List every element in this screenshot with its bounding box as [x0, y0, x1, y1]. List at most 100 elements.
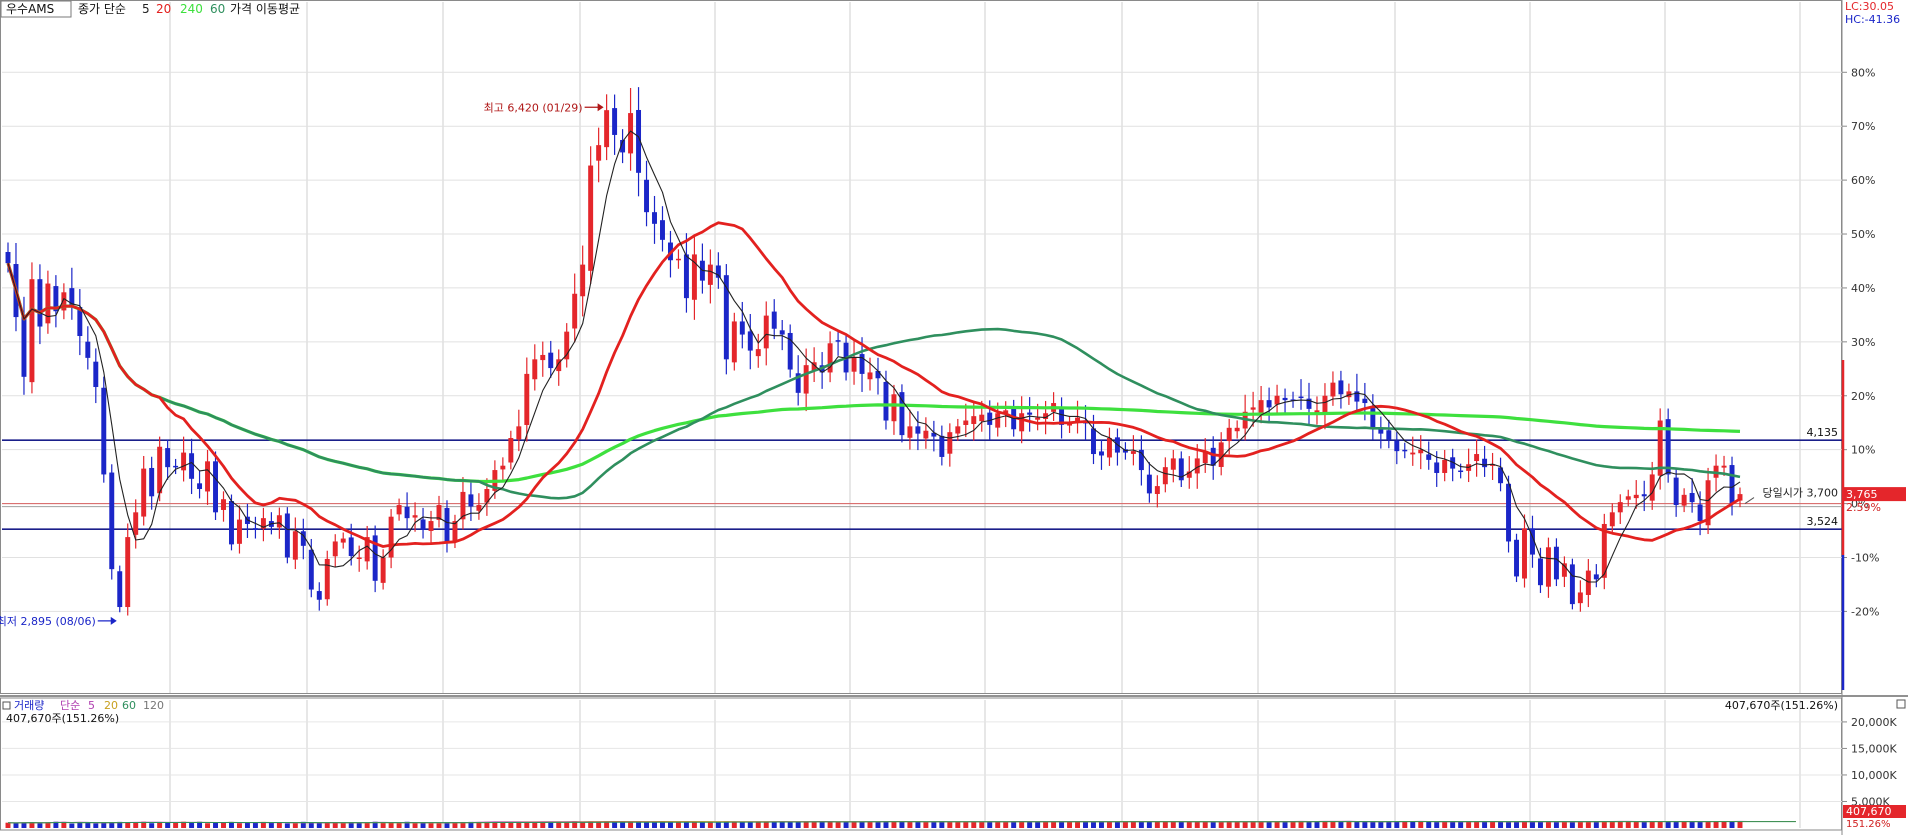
volume-bar[interactable] — [1051, 821, 1057, 828]
candle-body[interactable] — [21, 314, 27, 377]
candle-body[interactable] — [636, 109, 642, 173]
candle-body[interactable] — [1697, 504, 1703, 522]
candle-body[interactable] — [229, 501, 234, 545]
volume-bar[interactable] — [45, 822, 51, 828]
volume-bar[interactable] — [1298, 821, 1304, 828]
candle-body[interactable] — [1346, 391, 1352, 398]
candle-body[interactable] — [564, 331, 570, 360]
volume-bar[interactable] — [612, 821, 618, 828]
volume-bar[interactable] — [436, 823, 442, 828]
candle-body[interactable] — [899, 392, 905, 436]
candle-body[interactable] — [1067, 423, 1073, 426]
volume-bar[interactable] — [1378, 821, 1384, 828]
volume-bar[interactable] — [1681, 821, 1687, 828]
volume-bar[interactable] — [77, 822, 83, 828]
volume-bar[interactable] — [683, 821, 689, 828]
candle-body[interactable] — [1338, 380, 1344, 395]
volume-bar[interactable] — [915, 822, 921, 828]
candle-body[interactable] — [851, 357, 857, 372]
candle-body[interactable] — [1099, 451, 1104, 456]
candle-body[interactable] — [1474, 454, 1480, 462]
candle-body[interactable] — [117, 571, 123, 608]
volume-bar[interactable] — [1003, 822, 1009, 828]
candle-body[interactable] — [979, 414, 985, 422]
candle-body[interactable] — [795, 373, 801, 393]
candle-body[interactable] — [1194, 458, 1200, 474]
volume-bar[interactable] — [300, 821, 306, 828]
candle-body[interactable] — [1330, 382, 1336, 397]
volume-bar[interactable] — [149, 823, 155, 828]
volume-bar[interactable] — [1290, 821, 1296, 828]
candle-body[interactable] — [1059, 406, 1065, 425]
candle-body[interactable] — [1226, 427, 1232, 442]
candle-body[interactable] — [931, 432, 937, 437]
volume-bar[interactable] — [1609, 821, 1615, 828]
candle-body[interactable] — [540, 354, 546, 361]
volume-bar[interactable] — [1474, 821, 1480, 828]
volume-bar[interactable] — [1585, 821, 1591, 828]
volume-bar[interactable] — [404, 821, 410, 828]
volume-bar[interactable] — [332, 822, 338, 828]
candle-body[interactable] — [1378, 428, 1384, 434]
volume-bar[interactable] — [636, 821, 642, 828]
ma-period-label[interactable]: 240 — [180, 2, 203, 16]
volume-bar[interactable] — [1450, 821, 1456, 828]
candle-body[interactable] — [444, 508, 450, 542]
candle-body[interactable] — [205, 461, 211, 492]
volume-bar[interactable] — [1035, 821, 1041, 828]
volume-bar[interactable] — [1226, 821, 1232, 828]
candle-body[interactable] — [691, 254, 697, 300]
volume-bar[interactable] — [755, 821, 761, 828]
candle-body[interactable] — [955, 426, 961, 434]
volume-bar[interactable] — [1019, 821, 1025, 828]
volume-bar[interactable] — [572, 821, 578, 828]
volume-bar[interactable] — [165, 822, 171, 828]
volume-bar[interactable] — [556, 821, 562, 828]
candle-body[interactable] — [1154, 486, 1160, 494]
volume-bar[interactable] — [1394, 821, 1400, 828]
candle-body[interactable] — [1106, 438, 1112, 458]
candle-body[interactable] — [1234, 427, 1240, 432]
volume-bar[interactable] — [1202, 821, 1208, 828]
stock-name[interactable]: 우수AMS — [6, 2, 54, 16]
volume-bar[interactable] — [883, 821, 889, 828]
candle-body[interactable] — [157, 446, 163, 494]
candle-body[interactable] — [452, 521, 458, 543]
candle-body[interactable] — [1019, 413, 1025, 432]
candle-body[interactable] — [907, 426, 913, 438]
volume-bar[interactable] — [899, 821, 905, 828]
candle-body[interactable] — [1394, 440, 1400, 452]
candle-body[interactable] — [45, 283, 51, 324]
volume-bar[interactable] — [364, 822, 370, 828]
candle-body[interactable] — [412, 515, 418, 518]
candle-body[interactable] — [181, 452, 187, 471]
candle-body[interactable] — [1266, 400, 1272, 408]
volume-bar[interactable] — [252, 822, 258, 828]
volume-bar[interactable] — [923, 821, 929, 828]
volume-bar[interactable] — [1258, 821, 1264, 828]
volume-bar[interactable] — [340, 822, 346, 828]
candle-body[interactable] — [1665, 419, 1671, 475]
volume-bar[interactable] — [468, 821, 474, 828]
candle-body[interactable] — [460, 491, 466, 520]
candle-body[interactable] — [1442, 459, 1448, 473]
volume-bar[interactable] — [667, 821, 673, 828]
volume-bar[interactable] — [1067, 821, 1073, 828]
candle-body[interactable] — [963, 420, 969, 425]
candle-body[interactable] — [891, 394, 897, 422]
volume-bar[interactable] — [1322, 821, 1328, 828]
candle-body[interactable] — [1673, 477, 1679, 506]
volume-bar[interactable] — [819, 821, 825, 828]
volume-bar[interactable] — [292, 823, 298, 828]
candle-body[interactable] — [675, 258, 681, 261]
candle-body[interactable] — [723, 275, 729, 360]
candle-body[interactable] — [1178, 458, 1184, 481]
volume-bar[interactable] — [1689, 821, 1695, 828]
volume-bar[interactable] — [1410, 821, 1416, 828]
volume-bar[interactable] — [1146, 821, 1152, 828]
volume-bar[interactable] — [1522, 821, 1527, 828]
volume-bar[interactable] — [93, 823, 99, 828]
volume-bar[interactable] — [843, 821, 849, 828]
volume-bar[interactable] — [1178, 821, 1184, 828]
volume-bar[interactable] — [660, 821, 665, 828]
